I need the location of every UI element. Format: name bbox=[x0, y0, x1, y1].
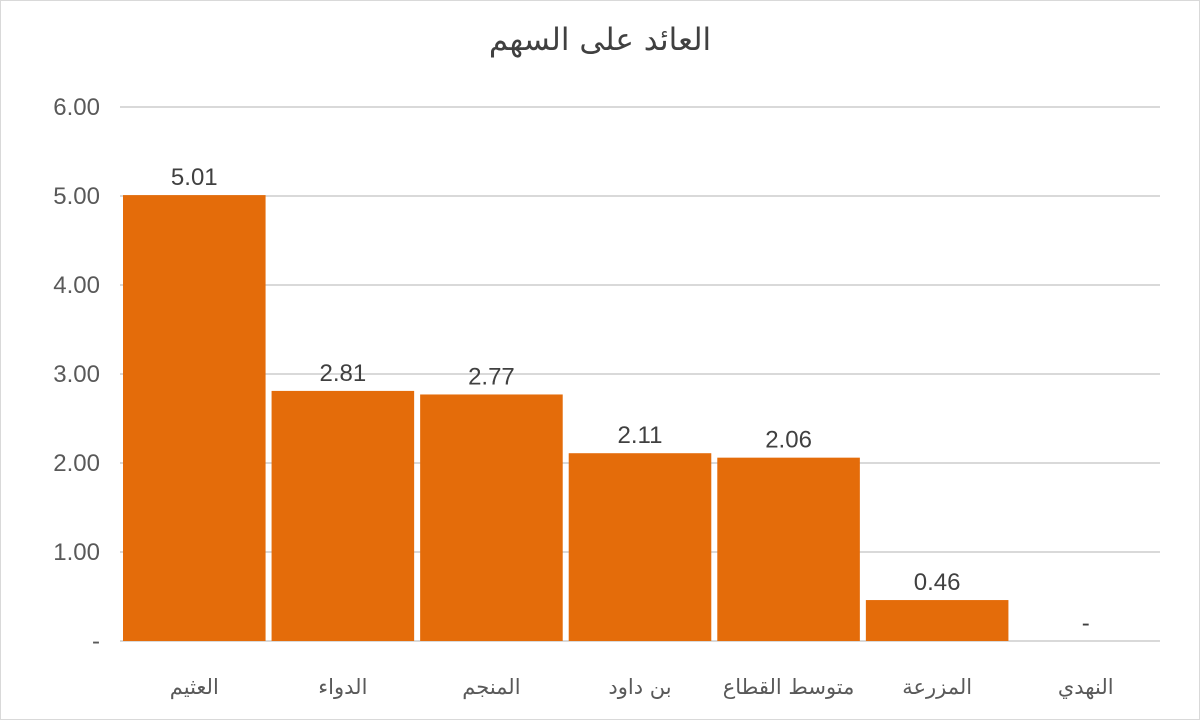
bars bbox=[123, 195, 1009, 642]
data-labels: 5.01 2.81 2.77 2.11 2.06 0.46 - bbox=[171, 164, 1090, 637]
x-axis: العثيم الدواء المنجم بن داود متوسط القطاع الم… bbox=[170, 675, 1114, 700]
data-label: 2.06 bbox=[765, 427, 812, 454]
y-tick-label: 4.00 bbox=[53, 272, 100, 299]
bar bbox=[865, 600, 1009, 641]
data-label: 2.77 bbox=[468, 363, 515, 390]
data-label: 0.46 bbox=[914, 569, 961, 596]
y-tick-label: 5.00 bbox=[53, 183, 100, 210]
x-category-label: متوسط القطاع bbox=[723, 675, 855, 699]
y-tick-label: - bbox=[92, 628, 100, 655]
x-category-label: بن داود bbox=[608, 675, 671, 699]
bar bbox=[123, 195, 266, 642]
x-category-label: المنجم bbox=[462, 675, 520, 700]
y-tick-label: 1.00 bbox=[53, 539, 100, 566]
bar bbox=[271, 390, 415, 641]
x-category-label: الدواء bbox=[318, 675, 367, 699]
x-category-label: النهدي bbox=[1058, 675, 1114, 699]
data-label: 5.01 bbox=[171, 164, 218, 191]
y-tick-label: 2.00 bbox=[53, 450, 100, 477]
chart-title: العائد على السهم bbox=[488, 22, 712, 58]
y-axis: - 1.00 2.00 3.00 4.00 5.00 6.00 bbox=[53, 94, 100, 655]
y-tick-label: 6.00 bbox=[53, 94, 100, 121]
x-category-label: العثيم bbox=[170, 675, 219, 700]
data-label: 2.11 bbox=[618, 422, 663, 449]
x-category-label: المزرعة bbox=[902, 675, 972, 699]
data-label: 2.81 bbox=[319, 360, 366, 387]
bar bbox=[420, 394, 563, 641]
bar bbox=[717, 457, 860, 641]
bar bbox=[568, 453, 712, 641]
y-tick-label: 3.00 bbox=[53, 361, 100, 388]
data-label: - bbox=[1082, 610, 1090, 637]
